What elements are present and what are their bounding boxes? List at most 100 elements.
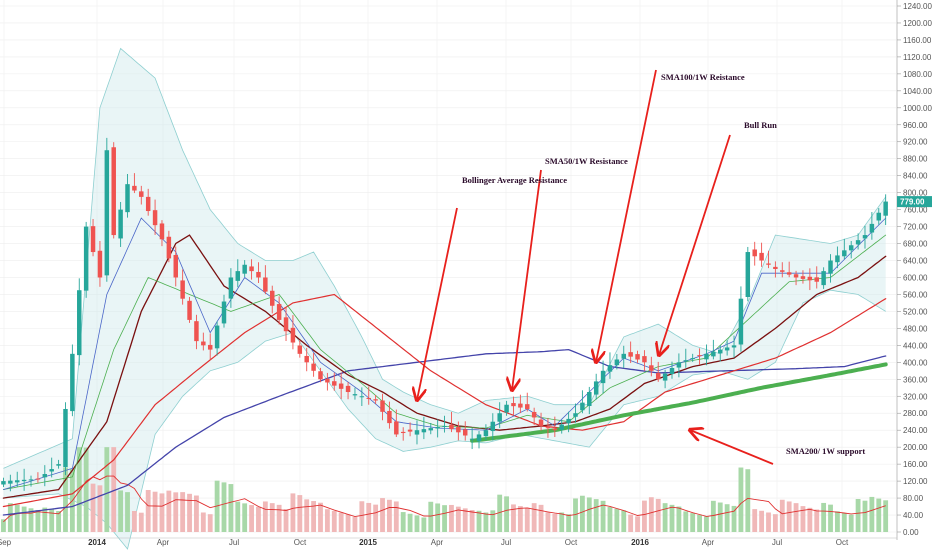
y-tick-label: 560.00 bbox=[903, 290, 928, 299]
volume-bar bbox=[366, 502, 372, 532]
candle-body bbox=[518, 403, 523, 408]
candle-body bbox=[683, 360, 689, 362]
volume-bar bbox=[614, 508, 620, 532]
last-price-label: 779.00 bbox=[900, 198, 925, 207]
volume-bar bbox=[235, 501, 241, 532]
volume-bar bbox=[242, 503, 248, 532]
candle-body bbox=[545, 427, 551, 429]
candle-body bbox=[469, 438, 475, 440]
candle-body bbox=[414, 430, 420, 435]
volume-bar bbox=[131, 511, 137, 532]
candle-body bbox=[449, 424, 454, 430]
candle-body bbox=[228, 277, 234, 299]
candle-body bbox=[442, 425, 447, 427]
candle-body bbox=[139, 191, 144, 197]
volume-bar bbox=[56, 511, 61, 532]
y-tick-label: 1120.00 bbox=[903, 53, 932, 62]
candle-body bbox=[373, 399, 378, 401]
candle-body bbox=[297, 345, 303, 354]
volume-bar bbox=[862, 500, 868, 532]
candle-body bbox=[118, 209, 123, 239]
candle-body bbox=[538, 419, 544, 426]
volume-bar bbox=[304, 499, 310, 532]
candle-body bbox=[249, 266, 254, 272]
volume-bar bbox=[483, 512, 489, 532]
volume-bar bbox=[683, 511, 689, 532]
volume-bar bbox=[607, 506, 613, 532]
candle-body bbox=[842, 250, 847, 257]
volume-bar bbox=[83, 447, 89, 532]
candle-body bbox=[166, 236, 172, 259]
last-price-tag-bg bbox=[897, 196, 932, 208]
candle-body bbox=[828, 260, 833, 274]
y-tick-label: 1040.00 bbox=[903, 87, 932, 96]
candle-body bbox=[332, 381, 337, 386]
candle-body bbox=[83, 226, 89, 291]
sma200-line bbox=[2, 348, 887, 516]
volume-bar bbox=[352, 516, 358, 532]
volume-bar bbox=[800, 506, 806, 532]
candle-body bbox=[242, 264, 247, 274]
candle-body bbox=[304, 355, 309, 363]
candle-body bbox=[566, 418, 571, 424]
volume-bar bbox=[345, 514, 351, 532]
candle-body bbox=[207, 344, 213, 350]
y-tick-label: 720.00 bbox=[903, 223, 928, 232]
volume-bar bbox=[655, 498, 661, 532]
volume-bar bbox=[710, 500, 716, 532]
volume-bar bbox=[7, 503, 13, 532]
annotation-arrows bbox=[417, 69, 774, 465]
volume-bar bbox=[738, 467, 744, 532]
y-tick-label: 40.00 bbox=[903, 511, 924, 520]
volume-bar bbox=[497, 494, 503, 532]
x-tick-label: Jul bbox=[501, 538, 511, 547]
volume-bar bbox=[152, 491, 158, 532]
volume-bar bbox=[324, 509, 330, 532]
candle-body bbox=[283, 317, 289, 332]
x-axis[interactable]: Sep 2014 Apr Jul Oct 2015 Apr Jul Oct 2016 Apr Jul O… bbox=[0, 537, 897, 547]
volume-bar bbox=[772, 514, 778, 532]
volume-bar bbox=[166, 490, 172, 532]
candle-body bbox=[187, 300, 192, 320]
candle-body bbox=[525, 404, 530, 409]
x-tick-label: Apr bbox=[157, 538, 170, 547]
sma100-line bbox=[2, 293, 887, 508]
candle-body bbox=[821, 271, 826, 286]
candle-body bbox=[559, 424, 564, 430]
candle-body bbox=[49, 469, 54, 472]
last-price-tag: 779.00 bbox=[897, 196, 932, 208]
candle-body bbox=[104, 150, 110, 276]
x-tick-label: Jul bbox=[229, 538, 239, 547]
candle-body bbox=[428, 428, 434, 431]
candle-body bbox=[14, 480, 20, 483]
y-tick-label: 600.00 bbox=[903, 273, 928, 282]
y-axis[interactable]: 1240.00 1200.00 1160.00 1120.00 1080.00 1040.… bbox=[897, 2, 932, 537]
candle-body bbox=[132, 185, 137, 191]
candle-body bbox=[869, 223, 875, 233]
candle-body bbox=[497, 413, 502, 422]
candle-body bbox=[421, 429, 427, 433]
volume-bar bbox=[421, 517, 427, 532]
candle-body bbox=[42, 474, 48, 478]
candle-body bbox=[276, 304, 282, 320]
x-tick-label: 2016 bbox=[631, 538, 649, 547]
volume-bar bbox=[276, 504, 282, 532]
candle-body bbox=[676, 362, 682, 368]
volume-bar bbox=[1, 519, 6, 532]
y-tick-label: 800.00 bbox=[903, 189, 928, 198]
volume-bar bbox=[97, 485, 103, 532]
candle-body bbox=[338, 383, 344, 389]
volume-bar bbox=[814, 509, 820, 532]
candle-body bbox=[883, 201, 888, 216]
candle-body bbox=[311, 363, 316, 371]
candle-body bbox=[504, 404, 509, 413]
volume-bar bbox=[759, 510, 765, 532]
volume-bar bbox=[579, 495, 585, 532]
volume-bar bbox=[173, 492, 179, 532]
candle-body bbox=[704, 353, 709, 360]
volume-bar bbox=[428, 501, 434, 532]
candle-body bbox=[173, 255, 178, 278]
x-tick-label: Jul bbox=[772, 538, 782, 547]
y-tick-label: 480.00 bbox=[903, 324, 928, 333]
